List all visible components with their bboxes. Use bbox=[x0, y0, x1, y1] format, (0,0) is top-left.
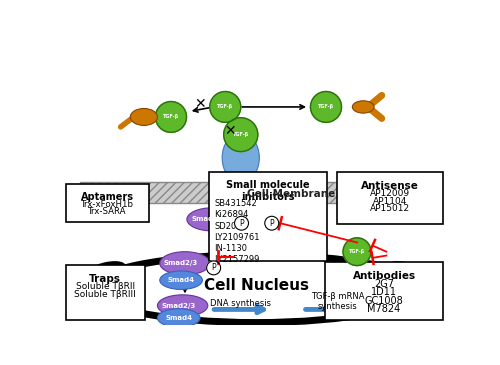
Ellipse shape bbox=[160, 252, 210, 275]
Circle shape bbox=[310, 92, 342, 122]
Ellipse shape bbox=[352, 101, 374, 113]
Text: Aptamers: Aptamers bbox=[80, 192, 134, 202]
Circle shape bbox=[210, 92, 241, 122]
Text: AP1104: AP1104 bbox=[373, 197, 407, 206]
Text: TGF-β: TGF-β bbox=[318, 104, 334, 109]
Text: Small molecule
inhibitors: Small molecule inhibitors bbox=[226, 180, 310, 201]
Text: Trx-xFoxH1b: Trx-xFoxH1b bbox=[80, 200, 134, 209]
Text: Smad4: Smad4 bbox=[289, 233, 316, 239]
Text: ✕: ✕ bbox=[194, 97, 206, 111]
Circle shape bbox=[265, 216, 278, 230]
Text: 1D11: 1D11 bbox=[371, 288, 397, 297]
Ellipse shape bbox=[90, 255, 423, 323]
FancyBboxPatch shape bbox=[243, 144, 252, 233]
Text: SB431542: SB431542 bbox=[214, 199, 257, 208]
Text: Soluble TβRIII: Soluble TβRIII bbox=[74, 290, 136, 299]
Text: TGF-β: TGF-β bbox=[163, 115, 179, 119]
FancyBboxPatch shape bbox=[66, 265, 144, 320]
FancyBboxPatch shape bbox=[209, 172, 327, 261]
Ellipse shape bbox=[84, 261, 126, 281]
Text: Smad2/3: Smad2/3 bbox=[191, 216, 226, 222]
Text: P: P bbox=[212, 264, 216, 272]
Circle shape bbox=[343, 238, 371, 266]
Text: Smad2/3: Smad2/3 bbox=[162, 303, 196, 308]
FancyBboxPatch shape bbox=[337, 172, 443, 224]
Text: Smad4: Smad4 bbox=[168, 277, 194, 283]
Text: AP15012: AP15012 bbox=[370, 204, 410, 214]
Ellipse shape bbox=[160, 271, 202, 289]
FancyBboxPatch shape bbox=[325, 262, 443, 320]
Ellipse shape bbox=[187, 208, 238, 231]
Text: Smad2/3: Smad2/3 bbox=[164, 260, 198, 266]
Text: TGF-β mRNA
synthesis: TGF-β mRNA synthesis bbox=[311, 292, 364, 311]
Circle shape bbox=[234, 216, 248, 230]
Text: TGF-β: TGF-β bbox=[217, 104, 234, 109]
Text: ✕: ✕ bbox=[224, 124, 235, 138]
Text: Trx-SARA: Trx-SARA bbox=[88, 207, 126, 216]
Text: Ki26894: Ki26894 bbox=[214, 211, 249, 219]
Circle shape bbox=[206, 261, 220, 275]
Circle shape bbox=[224, 118, 258, 151]
Text: P: P bbox=[270, 219, 274, 228]
FancyBboxPatch shape bbox=[80, 182, 433, 203]
Text: TGF-β: TGF-β bbox=[349, 249, 365, 254]
Text: IN-1130: IN-1130 bbox=[214, 244, 248, 253]
Text: Cell Membrane: Cell Membrane bbox=[247, 189, 335, 199]
Text: Cell Nucleus: Cell Nucleus bbox=[204, 278, 309, 293]
Ellipse shape bbox=[158, 309, 200, 327]
Text: TGF-β: TGF-β bbox=[232, 132, 249, 137]
Text: DNA synthesis: DNA synthesis bbox=[210, 299, 271, 308]
Text: 2G7: 2G7 bbox=[374, 279, 394, 289]
Text: Smad4: Smad4 bbox=[165, 315, 192, 321]
Ellipse shape bbox=[280, 226, 325, 247]
FancyBboxPatch shape bbox=[66, 184, 148, 222]
Text: LY2157299: LY2157299 bbox=[214, 255, 260, 264]
Circle shape bbox=[156, 101, 186, 132]
Ellipse shape bbox=[158, 295, 208, 316]
Text: Antibodies: Antibodies bbox=[352, 271, 416, 281]
Ellipse shape bbox=[386, 261, 428, 281]
Text: SD208: SD208 bbox=[214, 222, 242, 231]
Text: GC1008: GC1008 bbox=[365, 296, 404, 306]
Text: Traps: Traps bbox=[89, 273, 121, 284]
Text: AP12009: AP12009 bbox=[370, 189, 410, 199]
FancyBboxPatch shape bbox=[229, 144, 238, 233]
Ellipse shape bbox=[222, 133, 260, 183]
Text: M7824: M7824 bbox=[368, 304, 401, 314]
Ellipse shape bbox=[130, 108, 158, 126]
Text: Antisense: Antisense bbox=[361, 181, 419, 191]
Text: Soluble TβRII: Soluble TβRII bbox=[76, 282, 134, 291]
Text: P: P bbox=[239, 219, 244, 228]
Text: LY2109761: LY2109761 bbox=[214, 233, 260, 242]
